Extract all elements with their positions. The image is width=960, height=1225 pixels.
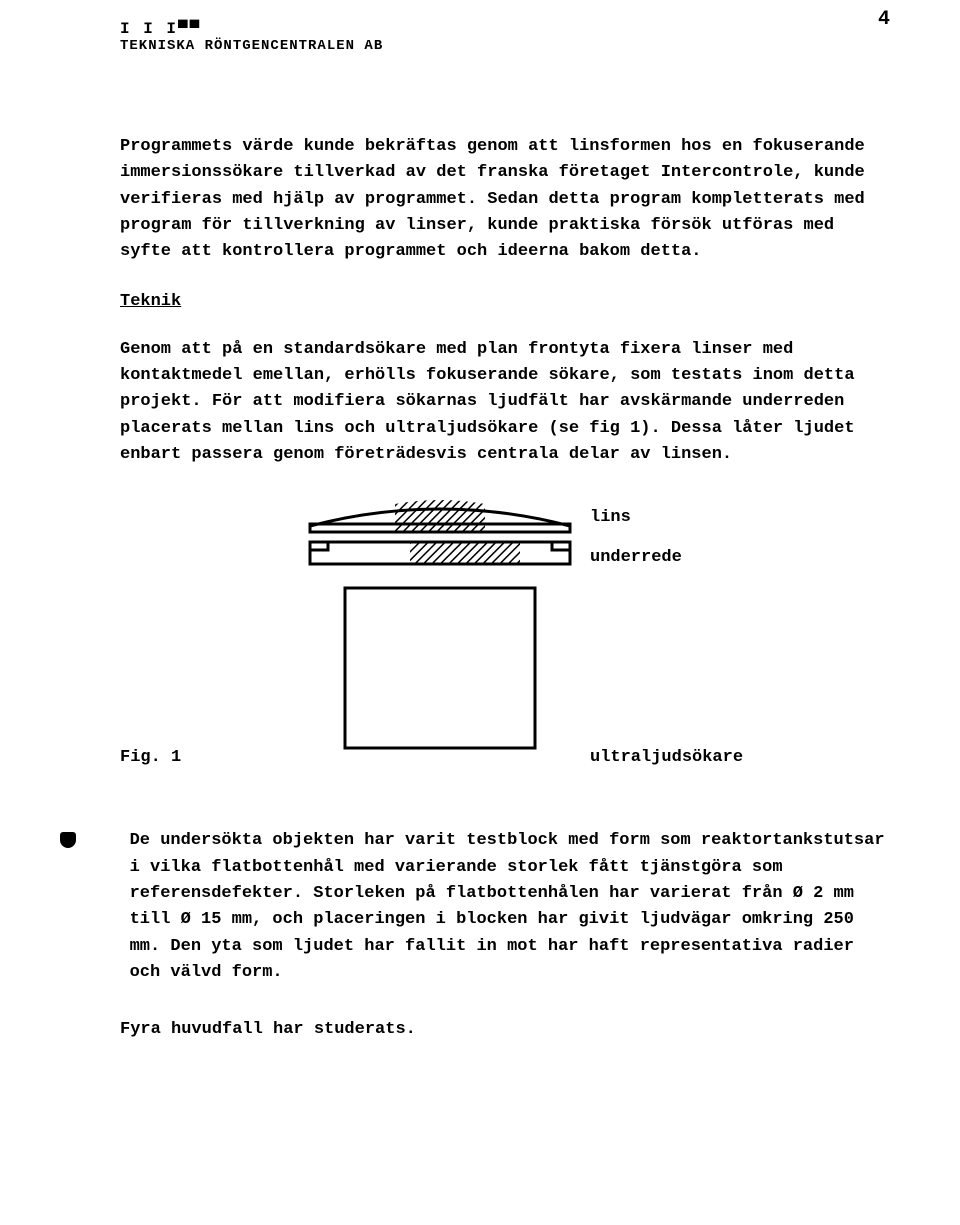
figure-label-lins: lins [590,508,631,527]
underrede-shape [310,542,570,564]
figure-caption: Fig. 1 [120,748,181,767]
figure-1: lins underrede ultraljudsökare Fig. 1 [120,498,900,798]
paragraph-objects-wrap: De undersökta objekten har varit testblo… [120,828,900,1012]
section-heading-teknik: Teknik [120,292,900,311]
lens-shape [310,500,570,532]
paragraph-objects: De undersökta objekten har varit testblo… [130,828,890,986]
paragraph-teknik: Genom att på en standardsökare med plan … [120,337,880,469]
paragraph-cases: Fyra huvudfall har studerats. [120,1017,880,1043]
letterhead-company: TEKNISKA RÖNTGENCENTRALEN AB [120,38,900,54]
figure-label-ultraljudsokare: ultraljudsökare [590,748,743,767]
letterhead: I I I▀▀ TEKNISKA RÖNTGENCENTRALEN AB [120,20,900,54]
probe-shape [345,588,535,748]
page-number: 4 [878,8,890,31]
figure-svg [300,498,580,783]
document-page: 4 I I I▀▀ TEKNISKA RÖNTGENCENTRALEN AB P… [0,0,960,1109]
paragraph-intro: Programmets värde kunde bekräftas genom … [120,134,880,266]
bullet-icon [60,832,76,848]
figure-label-underrede: underrede [590,548,682,567]
letterhead-logo-text: I I I▀▀ [120,20,900,38]
